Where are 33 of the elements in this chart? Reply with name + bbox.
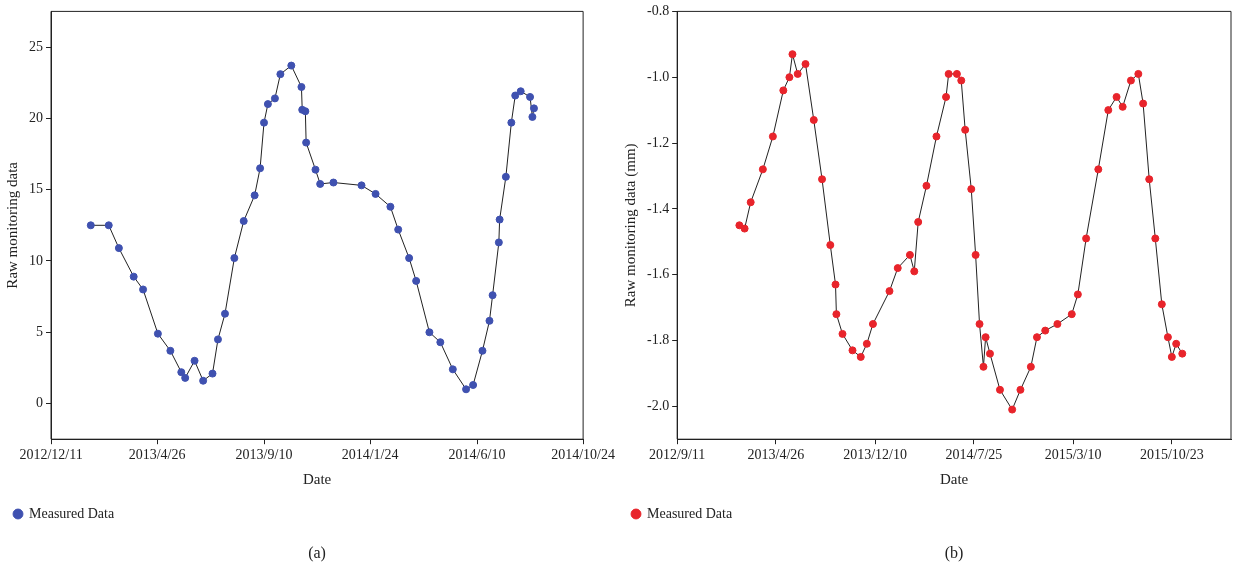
- x-tick-label: 2013/4/26: [747, 447, 805, 463]
- x-axis-title: Date: [302, 470, 332, 487]
- y-tick-label: 20: [29, 110, 43, 126]
- y-tick-label: 10: [29, 252, 43, 268]
- x-tick-label: 2014/10/24: [551, 447, 615, 463]
- x-tick-label: 2012/12/11: [19, 447, 83, 463]
- x-tick-label: 2013/4/26: [128, 447, 186, 463]
- text: (b): [944, 544, 964, 563]
- x-tick-label: 2013/9/10: [235, 447, 293, 463]
- x-tick-label: 2014/7/25: [945, 447, 1003, 463]
- y-tick-label: -1.0: [646, 68, 670, 84]
- y-tick-label: -2.0: [646, 397, 670, 413]
- legend-label: Measured Data: [29, 505, 115, 521]
- y-tick-label: -1.4: [646, 200, 670, 216]
- y-tick-label: 15: [29, 181, 43, 197]
- legend-label: Measured Data: [647, 505, 733, 521]
- y-axis-title: Raw monitoring data (mm): [621, 143, 639, 308]
- x-tick-label: 2012/9/11: [649, 447, 706, 463]
- x-axis-title: Date: [939, 470, 969, 487]
- y-tick-label: -0.8: [646, 3, 670, 19]
- y-tick-label: -1.2: [646, 134, 670, 150]
- text: (a): [308, 544, 326, 563]
- y-tick-label: -1.6: [646, 266, 670, 282]
- x-tick-label: 2014/1/24: [341, 447, 399, 463]
- x-tick-label: 2015/10/23: [1139, 447, 1204, 463]
- y-tick-label: 0: [36, 395, 43, 411]
- y-axis-title: Raw monitoring data: [3, 161, 20, 289]
- x-tick-label: 2014/6/10: [448, 447, 506, 463]
- y-tick-label: 5: [36, 323, 43, 339]
- x-tick-label: 2013/12/10: [843, 447, 908, 463]
- x-tick-label: 2015/3/10: [1044, 447, 1102, 463]
- y-tick-label: -1.8: [646, 332, 670, 348]
- y-tick-label: 25: [29, 38, 43, 54]
